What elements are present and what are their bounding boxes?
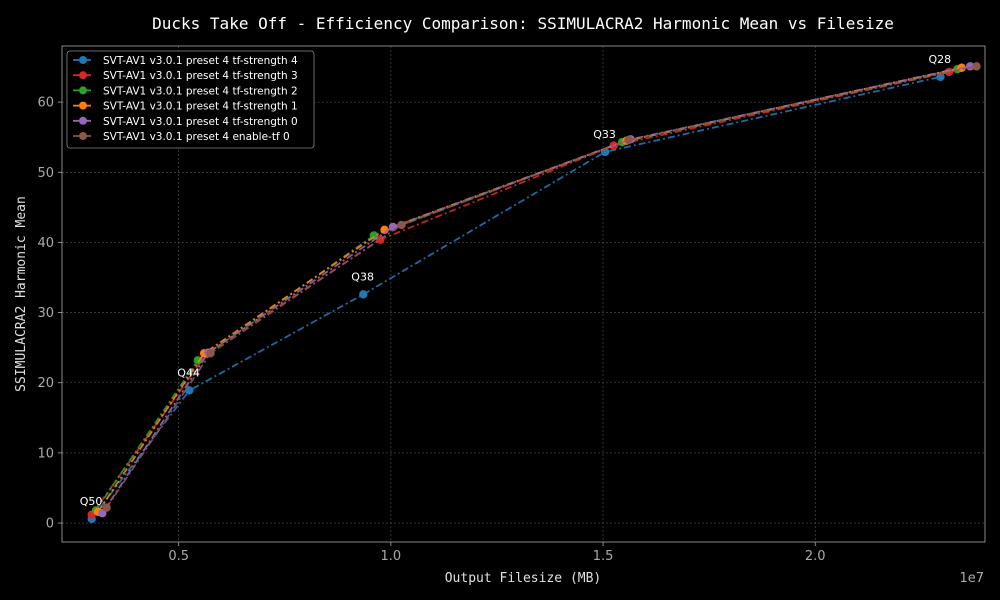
quality-annotation: Q44: [177, 366, 200, 379]
legend-label: SVT-AV1 v3.0.1 preset 4 tf-strength 4: [103, 55, 298, 67]
legend-item: SVT-AV1 v3.0.1 preset 4 enable-tf 0: [73, 131, 290, 143]
legend-swatch-marker: [79, 101, 87, 110]
legend-item: SVT-AV1 v3.0.1 preset 4 tf-strength 3: [73, 70, 298, 82]
quality-annotation: Q38: [351, 270, 374, 283]
data-point: [185, 386, 194, 395]
quality-annotation: Q28: [928, 53, 951, 66]
y-tick-label: 10: [37, 446, 54, 461]
legend-swatch-marker: [79, 132, 87, 140]
series-line: [90, 76, 941, 520]
legend-item: SVT-AV1 v3.0.1 preset 4 tf-strength 4: [73, 55, 298, 67]
legend-item: SVT-AV1 v3.0.1 preset 4 tf-strength 2: [73, 85, 298, 97]
legend-label: SVT-AV1 v3.0.1 preset 4 tf-strength 0: [103, 116, 298, 128]
x-tick-label: 0.5: [168, 549, 189, 564]
y-tick-label: 60: [37, 96, 54, 111]
quality-annotation: Q50: [80, 495, 103, 508]
legend-item: SVT-AV1 v3.0.1 preset 4 tf-strength 0: [73, 116, 298, 128]
legend-label: SVT-AV1 v3.0.1 preset 4 tf-strength 2: [103, 85, 298, 97]
axis-ticks: 0.5 1.0 1.5 2.0 0 10 20 30 40 50 60: [37, 96, 825, 564]
legend-box: [66, 50, 315, 149]
data-point: [972, 62, 981, 71]
data-point: [397, 220, 406, 230]
y-axis-label: SSIMULACRA2 Harmonic Mean: [14, 196, 29, 392]
series-5: [102, 62, 981, 512]
x-tick-label: 2.0: [805, 549, 826, 564]
x-tick-label: 1.5: [593, 549, 614, 564]
x-offset-label: 1e7: [959, 571, 984, 586]
legend-item: SVT-AV1 v3.0.1 preset 4 tf-strength 1: [73, 101, 298, 113]
y-tick-label: 0: [46, 517, 54, 532]
plot-frame: [61, 45, 986, 543]
x-tick-label: 1.0: [381, 549, 402, 564]
chart-title: Ducks Take Off - Efficiency Comparison: …: [152, 14, 894, 33]
data-point: [206, 349, 215, 358]
legend-label: SVT-AV1 v3.0.1 preset 4 enable-tf 0: [103, 131, 290, 143]
data-point: [624, 135, 633, 145]
y-tick-label: 30: [37, 306, 54, 321]
annotations: Q50 Q44 Q38 Q33 Q28: [80, 53, 951, 508]
legend-swatch-marker: [79, 71, 87, 80]
series-lines: [87, 62, 981, 524]
x-axis-label: Output Filesize (MB): [445, 571, 602, 586]
grid: [62, 46, 985, 542]
legend-label: SVT-AV1 v3.0.1 preset 4 tf-strength 1: [103, 101, 298, 113]
y-tick-label: 20: [37, 376, 54, 391]
y-tick-label: 40: [37, 236, 54, 251]
y-tick-label: 50: [37, 166, 54, 181]
data-point: [359, 290, 368, 299]
legend-swatch-marker: [79, 116, 87, 125]
legend-swatch-marker: [79, 56, 87, 64]
quality-annotation: Q33: [593, 128, 616, 141]
legend: SVT-AV1 v3.0.1 preset 4 tf-strength 4 SVT…: [66, 50, 315, 149]
data-point: [102, 503, 111, 512]
legend-swatch-marker: [79, 86, 87, 95]
legend-label: SVT-AV1 v3.0.1 preset 4 tf-strength 3: [103, 70, 298, 82]
